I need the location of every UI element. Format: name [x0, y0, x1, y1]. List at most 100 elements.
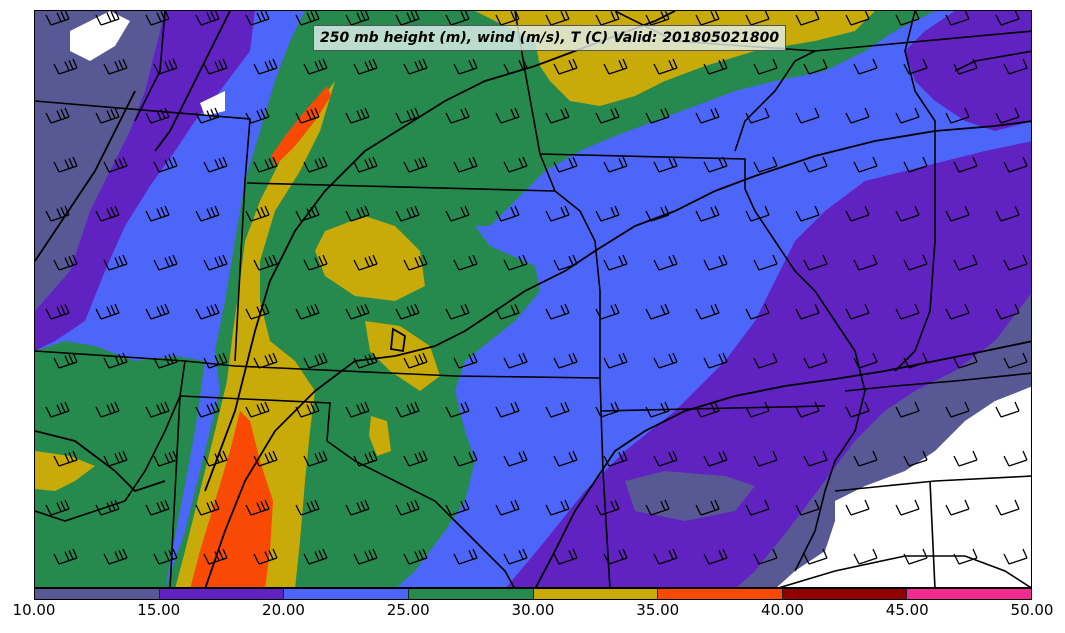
wind-barb [103, 548, 128, 565]
wind-barb [895, 11, 920, 26]
wind-barb [795, 303, 820, 320]
wind-barb [853, 352, 878, 369]
wind-barb [245, 205, 270, 222]
fill-25-30-west [35, 341, 205, 587]
wind-barb [903, 352, 928, 369]
wind-barb [795, 11, 820, 26]
wind-barb [445, 499, 470, 516]
wind-barb [745, 11, 770, 26]
wind-barb [1003, 450, 1028, 467]
wind-barb [895, 107, 920, 124]
wind-barbs [45, 11, 1028, 565]
wind-barb [745, 205, 770, 222]
boundary-line [734, 50, 816, 152]
wind-barb [53, 450, 78, 467]
contour-line [390, 327, 406, 353]
wind-barb [103, 58, 128, 75]
wind-barb [545, 303, 570, 320]
fill-30-35-jet [175, 81, 335, 587]
wind-barb [153, 352, 178, 369]
wind-barb [545, 401, 570, 418]
wind-barb [53, 548, 78, 565]
wind-barb [553, 548, 578, 565]
wind-barb [895, 303, 920, 320]
wind-barb [803, 548, 828, 565]
wind-barb [753, 450, 778, 467]
wind-barb [945, 499, 970, 516]
wind-barb [353, 548, 378, 565]
wind-barb [753, 254, 778, 271]
wind-barb [853, 156, 878, 173]
wind-barb [695, 11, 720, 26]
wind-barb [995, 11, 1020, 26]
wind-barb [245, 499, 270, 516]
contour-line [35, 430, 166, 493]
wind-barb [753, 58, 778, 75]
wind-barb [645, 499, 670, 516]
wind-barb [353, 156, 378, 173]
wind-barb [745, 303, 770, 320]
wind-barb [1003, 548, 1028, 565]
wind-barb [595, 303, 620, 320]
wind-barb [353, 58, 378, 75]
colorbar-tick-label: 50.00 [1010, 601, 1054, 619]
wind-barb [253, 58, 278, 75]
colorbar-tick-label: 10.00 [12, 601, 56, 619]
colorbar-tick-label: 45.00 [885, 601, 929, 619]
wind-barb [603, 548, 628, 565]
wind-barb [95, 11, 120, 26]
colorbar-segment [284, 589, 409, 599]
wind-barb [303, 352, 328, 369]
wind-barb [945, 107, 970, 124]
wind-barb [103, 352, 128, 369]
wind-barb [195, 499, 220, 516]
wind-barb [853, 548, 878, 565]
wind-barb [995, 401, 1020, 418]
wind-barb [853, 254, 878, 271]
colorbar-tick-label: 30.00 [511, 601, 555, 619]
boundary-line [35, 395, 181, 522]
wind-barb [195, 401, 220, 418]
wind-barb [303, 254, 328, 271]
boundary-line [326, 440, 515, 587]
wind-barb [145, 401, 170, 418]
wind-barb [145, 303, 170, 320]
wind-barb [45, 401, 70, 418]
wind-barb [203, 352, 228, 369]
wind-barb [503, 58, 528, 75]
wind-barb [345, 303, 370, 320]
wind-barb [53, 58, 78, 75]
wind-barb [45, 205, 70, 222]
wind-barb [553, 254, 578, 271]
wind-barb [345, 499, 370, 516]
wind-barb [95, 205, 120, 222]
map-title: 250 mb height (m), wind (m/s), T (C) Val… [313, 25, 787, 51]
wind-barb [995, 303, 1020, 320]
wind-barb [953, 156, 978, 173]
fill-35-40-jet-south [190, 411, 273, 587]
wind-barb [695, 401, 720, 418]
wind-barb [1003, 352, 1028, 369]
wind-barb [253, 254, 278, 271]
wind-barb [103, 450, 128, 467]
colorbar-tick-label: 15.00 [137, 601, 181, 619]
wind-barb [445, 401, 470, 418]
wind-barb [903, 450, 928, 467]
wind-barb [453, 450, 478, 467]
wind-barb [295, 303, 320, 320]
wind-barb [595, 401, 620, 418]
contour-line [154, 11, 231, 152]
fill-30-35-central-small [365, 321, 440, 391]
wind-barb [95, 107, 120, 124]
wind-barb [495, 401, 520, 418]
boundary-line [35, 100, 251, 362]
wind-barb [445, 303, 470, 320]
fill-30-35-small [369, 416, 391, 456]
colorbar [34, 588, 1032, 600]
wind-barb [395, 499, 420, 516]
wind-barb [953, 352, 978, 369]
wind-barb [503, 450, 528, 467]
wind-barb [403, 58, 428, 75]
wind-barb [53, 352, 78, 369]
boundary-line [744, 188, 866, 572]
